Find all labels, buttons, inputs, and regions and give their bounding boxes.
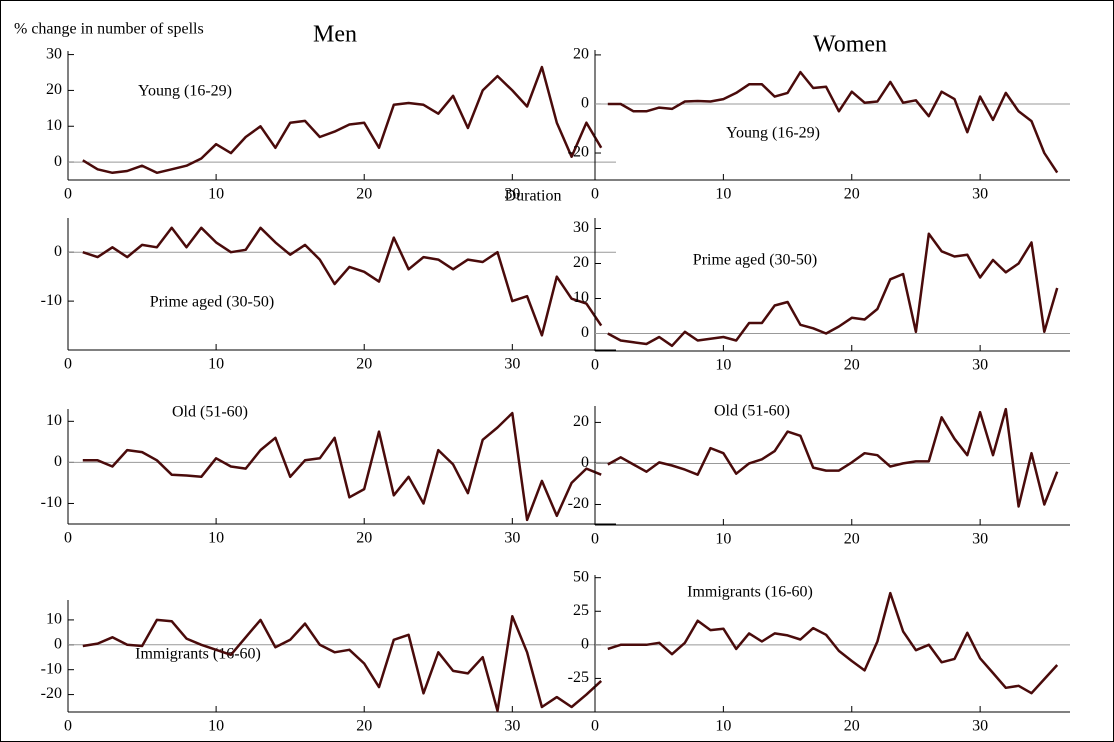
x-tick-label: 10 xyxy=(208,186,224,203)
annotation: Immigrants (16-60) xyxy=(135,646,261,663)
data-line xyxy=(82,614,603,713)
y-tick-label: 20 xyxy=(46,81,62,98)
y-tick-label: 0 xyxy=(54,635,62,652)
x-tick-label: 0 xyxy=(591,186,599,203)
y-tick-label: 10 xyxy=(46,117,62,134)
y-axis-label: % change in number of spells xyxy=(14,21,204,38)
x-tick-label: 20 xyxy=(844,186,860,203)
annotation: Old (51-60) xyxy=(714,403,790,420)
y-tick-label: 0 xyxy=(54,243,62,260)
y-tick-label: 20 xyxy=(573,254,589,271)
annotation: Prime aged (30-50) xyxy=(150,294,274,311)
y-tick-label: 20 xyxy=(573,413,589,430)
y-tick-label: 10 xyxy=(46,611,62,628)
y-tick-label: -25 xyxy=(568,669,589,686)
x-tick-label: 0 xyxy=(591,718,599,735)
y-tick-label: 20 xyxy=(573,46,589,63)
annotation: Immigrants (16-60) xyxy=(687,584,813,601)
y-tick-label: 30 xyxy=(573,219,589,236)
x-axis-label: Duration xyxy=(505,188,562,205)
x-tick-label: 10 xyxy=(208,530,224,547)
y-tick-label: -20 xyxy=(568,495,589,512)
data-line xyxy=(607,232,1059,348)
x-tick-label: 0 xyxy=(591,531,599,548)
x-tick-label: 10 xyxy=(208,718,224,735)
x-tick-label: 0 xyxy=(64,718,72,735)
x-tick-label: 30 xyxy=(972,357,988,374)
data-line xyxy=(607,591,1059,695)
annotation: Old (51-60) xyxy=(172,404,248,421)
x-tick-label: 20 xyxy=(844,531,860,548)
x-tick-label: 20 xyxy=(844,718,860,735)
y-tick-label: -10 xyxy=(41,660,62,677)
x-tick-label: 20 xyxy=(356,356,372,373)
data-line xyxy=(607,407,1059,508)
data-line xyxy=(82,65,603,175)
annotation: Young (16-29) xyxy=(138,83,232,100)
data-line xyxy=(607,70,1059,174)
x-tick-label: 30 xyxy=(504,530,520,547)
data-line xyxy=(82,226,603,337)
x-tick-label: 30 xyxy=(972,186,988,203)
column-title: Women xyxy=(813,32,887,58)
x-tick-label: 0 xyxy=(64,186,72,203)
x-tick-label: 10 xyxy=(715,357,731,374)
x-tick-label: 0 xyxy=(591,357,599,374)
x-tick-label: 10 xyxy=(715,186,731,203)
x-tick-label: 0 xyxy=(64,356,72,373)
y-tick-label: 25 xyxy=(573,602,589,619)
y-tick-label: 0 xyxy=(581,636,589,653)
y-tick-label: 0 xyxy=(54,453,62,470)
y-tick-label: 30 xyxy=(46,45,62,62)
x-tick-label: 30 xyxy=(972,718,988,735)
data-line xyxy=(82,411,602,522)
annotation: Young (16-29) xyxy=(726,125,820,142)
y-tick-label: 10 xyxy=(46,412,62,429)
x-tick-label: 30 xyxy=(504,186,520,203)
y-tick-label: -20 xyxy=(41,685,62,702)
y-tick-label: 0 xyxy=(581,454,589,471)
y-tick-label: -20 xyxy=(568,144,589,161)
x-tick-label: 30 xyxy=(504,718,520,735)
y-tick-label: -10 xyxy=(41,292,62,309)
y-tick-label: 0 xyxy=(54,153,62,170)
y-tick-label: 0 xyxy=(581,324,589,341)
x-tick-label: 20 xyxy=(844,357,860,374)
x-tick-label: 10 xyxy=(715,531,731,548)
x-tick-label: 30 xyxy=(504,356,520,373)
x-tick-label: 0 xyxy=(64,530,72,547)
x-tick-label: 30 xyxy=(972,531,988,548)
x-tick-label: 20 xyxy=(356,718,372,735)
x-tick-label: 20 xyxy=(356,530,372,547)
y-tick-label: 0 xyxy=(581,95,589,112)
y-tick-label: -10 xyxy=(41,494,62,511)
x-tick-label: 10 xyxy=(208,356,224,373)
y-tick-label: 10 xyxy=(573,289,589,306)
annotation: Prime aged (30-50) xyxy=(693,252,817,269)
column-title: Men xyxy=(313,22,357,48)
y-tick-label: 50 xyxy=(573,568,589,585)
x-tick-label: 20 xyxy=(356,186,372,203)
x-tick-label: 10 xyxy=(715,718,731,735)
